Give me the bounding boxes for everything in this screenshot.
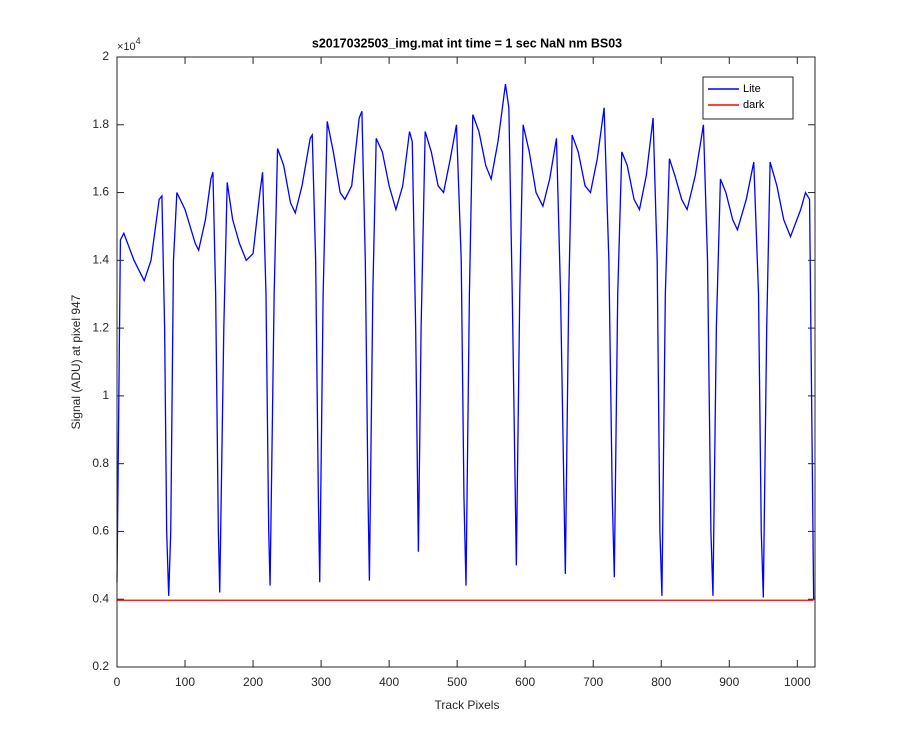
y-tick-label: 1.8	[92, 117, 109, 131]
legend-label: dark	[743, 99, 765, 111]
x-tick-label: 900	[719, 675, 739, 689]
exponent-base: ×10	[117, 41, 136, 53]
y-tick-label: 1.2	[92, 320, 109, 334]
x-tick-label: 700	[583, 675, 603, 689]
y-axis-label: Signal (ADU) at pixel 947	[69, 294, 83, 429]
x-tick-label: 0	[114, 675, 121, 689]
exponent-power: 4	[136, 36, 141, 46]
chart-title: s2017032503_img.mat int time = 1 sec NaN…	[312, 36, 622, 50]
y-tick-label: 0.4	[92, 591, 109, 605]
y-tick-label: 1	[102, 388, 109, 402]
y-tick-label: 0.8	[92, 456, 109, 470]
y-tick-label: 1.4	[92, 253, 109, 267]
x-tick-label: 400	[379, 675, 399, 689]
y-tick-label: 0.6	[92, 524, 109, 538]
legend: Lite dark	[702, 76, 794, 120]
y-exponent: ×104	[117, 36, 141, 53]
y-tick-label: 2	[102, 49, 109, 63]
x-tick-label: 800	[651, 675, 671, 689]
x-tick-label: 300	[311, 675, 331, 689]
x-tick-label: 1000	[784, 675, 811, 689]
x-tick-label: 100	[175, 675, 195, 689]
x-tick-label: 500	[447, 675, 467, 689]
x-tick-label: 200	[243, 675, 263, 689]
plot-marks	[116, 84, 815, 601]
legend-label: Lite	[743, 83, 761, 95]
x-axis-label: Track Pixels	[435, 698, 500, 712]
legend-box	[702, 76, 794, 120]
axes-box	[116, 56, 816, 668]
series-line	[116, 84, 815, 600]
y-tick-label: 0.2	[92, 659, 109, 673]
y-tick-label: 1.6	[92, 185, 109, 199]
x-tick-label: 600	[515, 675, 535, 689]
